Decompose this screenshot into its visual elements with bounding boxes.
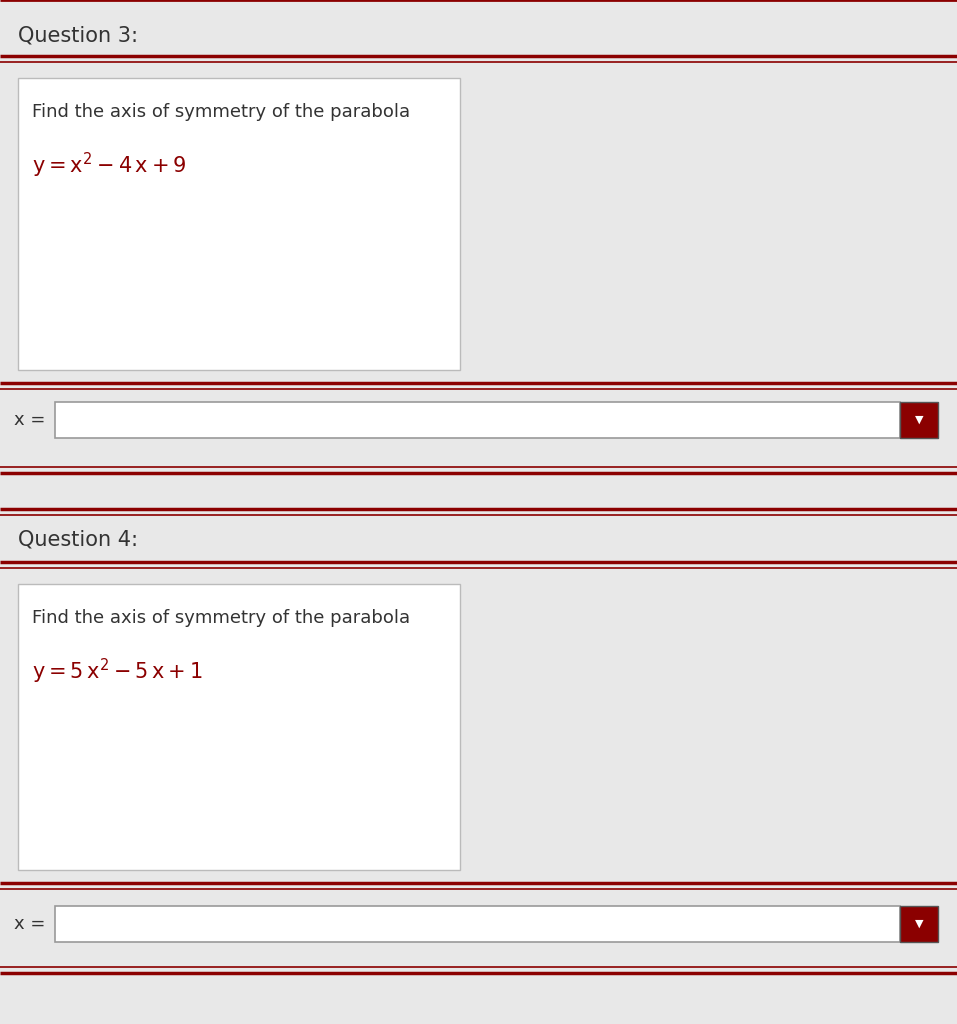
Text: Question 4:: Question 4: — [18, 530, 138, 550]
Text: Question 3:: Question 3: — [18, 25, 138, 45]
Text: ▼: ▼ — [915, 919, 924, 929]
Text: $\mathdefault{y = 5\,x^2 - 5\,x + 1}$: $\mathdefault{y = 5\,x^2 - 5\,x + 1}$ — [32, 656, 203, 686]
FancyBboxPatch shape — [900, 402, 938, 438]
Text: x =: x = — [14, 411, 45, 429]
FancyBboxPatch shape — [55, 906, 900, 942]
FancyBboxPatch shape — [900, 906, 938, 942]
Text: Find the axis of symmetry of the parabola: Find the axis of symmetry of the parabol… — [32, 609, 411, 627]
Text: Find the axis of symmetry of the parabola: Find the axis of symmetry of the parabol… — [32, 103, 411, 121]
FancyBboxPatch shape — [55, 402, 900, 438]
Text: $\mathdefault{y = x^2 - 4\,x + 9}$: $\mathdefault{y = x^2 - 4\,x + 9}$ — [32, 151, 187, 179]
FancyBboxPatch shape — [18, 584, 460, 870]
Text: ▼: ▼ — [915, 415, 924, 425]
FancyBboxPatch shape — [18, 78, 460, 370]
Text: x =: x = — [14, 915, 45, 933]
